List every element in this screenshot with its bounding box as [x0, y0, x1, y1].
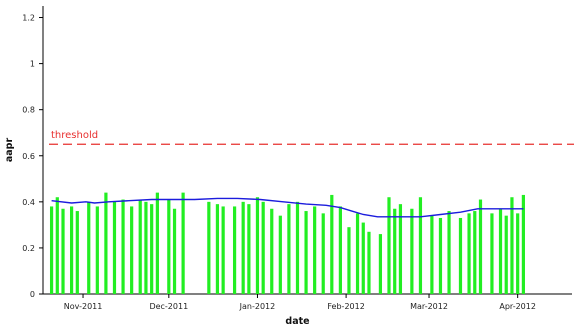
bar: [207, 201, 211, 294]
y-tick-label: 0.2: [22, 244, 35, 253]
bar: [247, 204, 251, 294]
y-tick-label: 1.2: [22, 14, 35, 23]
bar: [155, 192, 159, 294]
bar: [393, 208, 397, 294]
threshold-label: threshold: [51, 130, 98, 141]
bar: [278, 215, 282, 294]
bar: [490, 213, 494, 294]
y-axis-title: aapr: [4, 138, 15, 163]
bar: [338, 206, 342, 294]
bar: [61, 208, 65, 294]
bar: [430, 215, 434, 294]
y-tick-label: 0.6: [22, 152, 35, 161]
bar: [121, 199, 125, 294]
bar: [521, 194, 525, 294]
bar: [261, 201, 265, 294]
bar: [172, 208, 177, 294]
bar: [473, 211, 477, 294]
bar: [418, 197, 423, 294]
bar: [398, 204, 403, 294]
bar: [69, 206, 74, 294]
x-tick-label: Dec-2011: [149, 302, 188, 311]
bar: [304, 211, 308, 294]
bar: [255, 197, 260, 294]
bar: [516, 213, 520, 294]
moving-average-line: [51, 197, 524, 218]
bar: [367, 231, 371, 294]
bar: [478, 199, 483, 294]
bar: [458, 217, 463, 294]
bar: [447, 211, 451, 294]
bar: [144, 201, 148, 294]
y-tick-label: 0: [30, 290, 35, 299]
bar-series: [49, 192, 525, 294]
bar: [467, 213, 471, 294]
bar: [361, 222, 365, 294]
bar: [355, 213, 360, 294]
bar: [87, 201, 91, 294]
bar: [241, 201, 245, 294]
bar: [232, 206, 237, 294]
bar: [112, 201, 117, 294]
bar: [104, 192, 108, 294]
bar: [438, 217, 443, 294]
bar: [150, 204, 154, 294]
y-axis-ticks: 0 0.2 0.4 0.6 0.8 1 1.2: [22, 14, 43, 299]
bar: [295, 201, 300, 294]
bar: [504, 215, 508, 294]
bar: [321, 213, 325, 294]
bar: [167, 199, 171, 294]
bar: [181, 192, 185, 294]
y-tick-label: 0.4: [22, 198, 35, 207]
bar: [498, 208, 503, 294]
bar: [270, 208, 274, 294]
bar: [221, 206, 225, 294]
x-tick-label: Nov-2011: [64, 302, 103, 311]
x-tick-label: Mar-2012: [410, 302, 448, 311]
bar: [215, 204, 220, 294]
bar: [387, 197, 391, 294]
bar: [347, 227, 351, 294]
bar: [55, 197, 59, 294]
x-axis-title: date: [285, 316, 309, 327]
bar: [95, 206, 99, 294]
bar: [410, 208, 414, 294]
y-tick-label: 1: [30, 60, 35, 69]
bar: [313, 206, 317, 294]
bar: [49, 206, 54, 294]
x-tick-label: Jan-2012: [239, 302, 276, 311]
x-axis-ticks: Nov-2011 Dec-2011 Jan-2012 Feb-2012 Mar-2012…: [64, 294, 536, 311]
bar: [130, 206, 134, 294]
y-tick-label: 0.8: [22, 106, 35, 115]
bar: [75, 211, 79, 294]
bar: [287, 204, 291, 294]
x-tick-label: Feb-2012: [327, 302, 364, 311]
x-tick-label: Apr-2012: [499, 302, 536, 311]
bar: [378, 234, 383, 294]
threshold-group: threshold: [49, 130, 574, 145]
bar: [138, 199, 142, 294]
bar: [510, 197, 514, 294]
bar: [330, 194, 334, 294]
